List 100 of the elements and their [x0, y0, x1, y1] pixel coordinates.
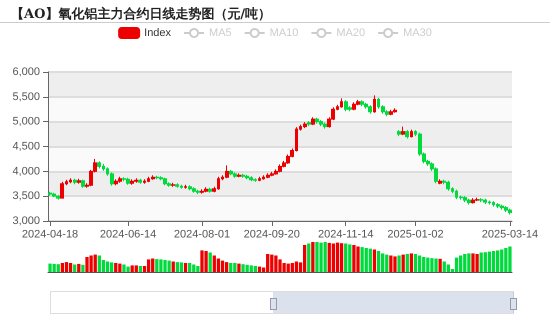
bar	[224, 262, 228, 272]
bar	[381, 253, 384, 272]
bar	[73, 264, 76, 272]
candlestick	[483, 198, 487, 205]
candlestick	[249, 176, 253, 182]
candlestick	[356, 99, 360, 106]
bar	[302, 245, 306, 272]
y-tick-label: 6,000	[12, 66, 40, 78]
bar	[488, 252, 492, 272]
candlestick	[504, 206, 508, 213]
candlestick	[97, 160, 101, 169]
candlestick	[253, 178, 257, 182]
candlestick	[266, 172, 270, 179]
bar	[94, 254, 97, 272]
candlestick	[143, 178, 146, 184]
bar	[336, 242, 340, 272]
bar	[442, 262, 446, 272]
bar	[348, 244, 352, 272]
candlestick	[77, 178, 81, 184]
bar	[266, 254, 270, 272]
candlestick	[208, 187, 212, 194]
bar	[397, 256, 401, 272]
candlestick	[463, 196, 467, 203]
candlestick	[192, 186, 196, 194]
bar	[167, 260, 171, 272]
candlestick	[467, 198, 471, 206]
bar	[208, 252, 212, 272]
candlestick	[278, 164, 282, 173]
bar	[196, 266, 200, 272]
candlestick	[475, 197, 479, 202]
bar	[319, 242, 323, 272]
candlestick	[508, 208, 512, 216]
candlestick	[352, 102, 356, 111]
bar	[52, 264, 56, 272]
y-tick-label: 3,500	[12, 190, 40, 202]
candlestick	[237, 172, 241, 178]
bar	[110, 262, 114, 272]
candlestick	[344, 100, 348, 112]
candlestick	[401, 126, 405, 136]
bar	[376, 251, 380, 272]
candlestick	[60, 181, 64, 200]
bar	[56, 264, 60, 272]
bar	[122, 264, 126, 272]
candlestick	[241, 173, 245, 178]
bar	[250, 265, 253, 272]
bar	[64, 262, 68, 272]
x-tick-label: 2024-09-20	[244, 228, 300, 240]
candlestick	[171, 182, 175, 188]
bar	[344, 244, 348, 272]
bar	[159, 259, 163, 272]
bar	[229, 263, 232, 272]
candlestick	[303, 122, 307, 129]
bar	[372, 250, 376, 272]
bar	[246, 264, 249, 272]
bar	[360, 247, 364, 272]
candlestick	[122, 176, 126, 182]
bar	[332, 244, 336, 272]
bar	[176, 262, 179, 272]
bar	[188, 263, 192, 272]
bar	[393, 256, 397, 272]
bar	[282, 263, 286, 272]
candlestick	[397, 130, 401, 137]
candlestick	[385, 110, 389, 117]
candlestick	[393, 108, 397, 114]
candlestick	[110, 172, 114, 186]
bar	[364, 248, 368, 272]
bar	[307, 244, 310, 272]
candlestick	[389, 109, 393, 116]
bar	[184, 263, 188, 272]
bar	[475, 254, 479, 272]
bar	[406, 254, 409, 272]
bar	[241, 264, 245, 272]
bar	[155, 259, 158, 272]
bar	[340, 243, 344, 272]
x-tick-label: 2025-03-14	[482, 228, 538, 240]
bar	[254, 266, 258, 272]
bar	[270, 254, 274, 272]
candlestick	[258, 176, 261, 182]
bar	[402, 254, 405, 272]
bar	[454, 258, 458, 272]
bar	[352, 245, 356, 272]
bar	[130, 265, 134, 272]
bar	[324, 242, 327, 272]
candlestick	[479, 198, 483, 203]
y-tick-label: 5,500	[12, 90, 40, 103]
candlestick	[196, 189, 200, 195]
bar	[446, 264, 450, 272]
candlestick	[405, 130, 409, 140]
candlestick	[130, 178, 134, 186]
bar	[500, 250, 504, 272]
y-tick-label: 4,500	[12, 140, 40, 152]
bar	[389, 256, 393, 272]
candlestick	[307, 120, 311, 127]
bar	[146, 259, 150, 272]
bar	[151, 258, 154, 272]
candlestick	[126, 177, 130, 186]
bar	[68, 263, 72, 272]
bar	[459, 256, 462, 272]
candlestick	[151, 174, 155, 180]
candlestick	[48, 191, 52, 196]
